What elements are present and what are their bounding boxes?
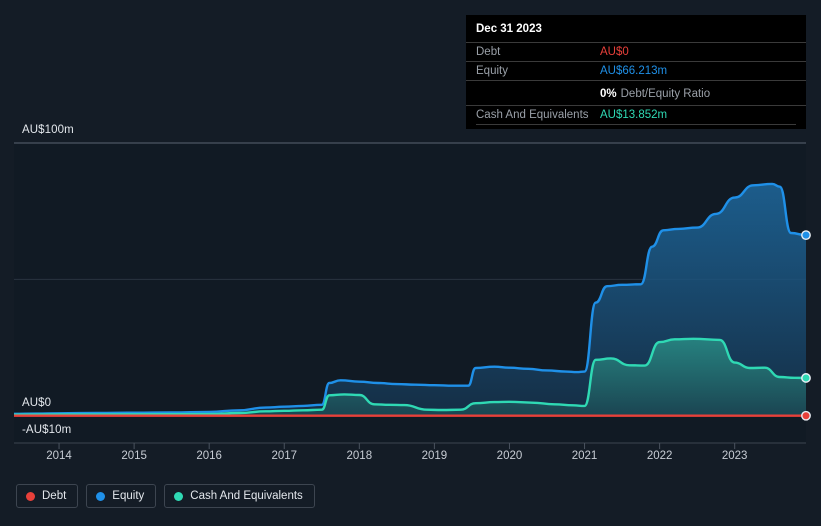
- tooltip-row: 0% Debt/Equity Ratio: [466, 80, 806, 105]
- x-axis-label-2023: 2023: [721, 450, 748, 462]
- x-axis-label-2021: 2021: [571, 450, 598, 462]
- tooltip-row-value: AU$0: [600, 46, 629, 58]
- tooltip-row-key: Debt: [476, 46, 501, 58]
- debt-equity-ratio-label: Debt/Equity Ratio: [620, 88, 711, 100]
- chart-legend: Debt Equity Cash And Equivalents: [16, 484, 315, 508]
- x-axis-label-2022: 2022: [646, 450, 673, 462]
- tooltip-row-ratio: 0% Debt/Equity Ratio: [600, 84, 710, 102]
- end-marker-debt: [801, 410, 811, 421]
- legend-item-cash-and-equivalents[interactable]: Cash And Equivalents: [164, 484, 315, 508]
- line-equity: [14, 182, 806, 416]
- x-axis-label-2020: 2020: [496, 450, 523, 462]
- legend-item-debt[interactable]: Debt: [16, 484, 79, 508]
- tooltip-row-key: Cash And Equivalents: [476, 109, 589, 121]
- x-axis-label-2017: 2017: [271, 450, 298, 462]
- legend-color-dot: [26, 491, 35, 501]
- tooltip-row-value: AU$13.852m: [600, 109, 668, 121]
- series-end-markers: [801, 230, 811, 421]
- tooltip-row: Debt AU$0: [466, 42, 806, 61]
- tooltip-date: Dec 31 2023: [476, 23, 542, 35]
- tooltip-row: Cash And Equivalents AU$13.852m: [466, 105, 806, 124]
- x-axis-label-2016: 2016: [196, 450, 222, 462]
- legend-color-dot: [174, 491, 184, 501]
- y-axis-label-zero: AU$0: [22, 397, 52, 409]
- chart-tooltip: Dec 31 2023 Debt AU$0 Equity AU$66.213m 0% De…: [466, 15, 806, 129]
- x-axis-ticks: [58, 443, 736, 449]
- x-axis-label-2015: 2015: [121, 450, 147, 462]
- legend-item-label: Cash And Equivalents: [190, 490, 303, 502]
- x-axis-label-2018: 2018: [346, 450, 373, 462]
- end-marker-cash-and-equivalents: [801, 373, 811, 383]
- end-marker-equity: [801, 230, 811, 241]
- legend-color-dot: [96, 491, 106, 501]
- tooltip-rows: Debt AU$0 Equity AU$66.213m 0% Debt/Equity Ra…: [466, 42, 806, 124]
- y-axis-label-top: AU$100m: [22, 124, 74, 136]
- series-group: [14, 182, 806, 417]
- area-cash-and-equivalents: [14, 338, 806, 416]
- legend-item-label: Equity: [112, 490, 145, 502]
- x-axis-label-2014: 2014: [46, 450, 72, 462]
- tooltip-row-value: AU$66.213m: [600, 65, 668, 77]
- legend-item-label: Debt: [42, 490, 67, 502]
- debt-equity-ratio-value: 0%: [600, 88, 617, 100]
- tooltip-bottom-rule: [476, 124, 796, 125]
- tooltip-row-key: Equity: [476, 65, 508, 77]
- tooltip-row: Equity AU$66.213m: [466, 61, 806, 80]
- y-axis-label-bottom: -AU$10m: [22, 424, 72, 436]
- line-cash-and-equivalents: [14, 337, 806, 416]
- legend-item-equity[interactable]: Equity: [86, 484, 157, 508]
- x-axis-label-2019: 2019: [421, 450, 448, 462]
